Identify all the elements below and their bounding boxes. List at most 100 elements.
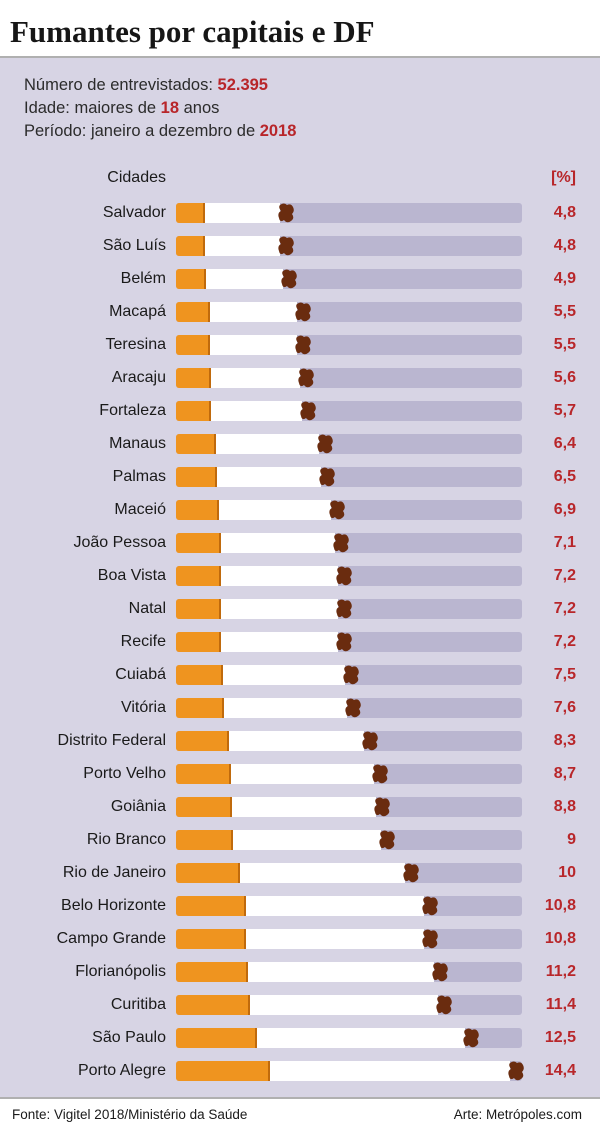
bar-cell xyxy=(176,896,522,916)
table-row: Fortaleza5,7 xyxy=(24,394,576,427)
cigarette-body xyxy=(221,599,337,619)
cigarette-body xyxy=(205,236,280,256)
cigarette-filter xyxy=(176,1061,270,1081)
cigarette-bar xyxy=(176,665,356,685)
cigarette-filter xyxy=(176,863,240,883)
cigarette-ash-icon xyxy=(510,1061,522,1081)
table-row: Manaus6,4 xyxy=(24,427,576,460)
cigarette-body xyxy=(246,896,425,916)
cigarette-bar xyxy=(176,500,342,520)
content-area: Número de entrevistados: 52.395 Idade: m… xyxy=(0,58,600,1097)
cigarette-bar xyxy=(176,995,450,1015)
cigarette-bar xyxy=(176,236,291,256)
table-row: Aracaju5,6 xyxy=(24,361,576,394)
table-row: Cuiabá7,5 xyxy=(24,658,576,691)
cigarette-filter xyxy=(176,236,205,256)
cigarette-body xyxy=(210,335,297,355)
cigarette-ash-icon xyxy=(405,863,416,883)
footer-source: Fonte: Vigitel 2018/Ministério da Saúde xyxy=(12,1107,247,1122)
cigarette-body xyxy=(232,797,376,817)
footer-art-text: Metrópoles.com xyxy=(486,1107,582,1122)
city-label: Belém xyxy=(24,270,176,288)
cigarette-ash-icon xyxy=(345,665,356,685)
value-label: 5,5 xyxy=(522,336,576,354)
meta-line-1: Número de entrevistados: 52.395 xyxy=(24,74,576,97)
cigarette-bar xyxy=(176,962,445,982)
meta-line-1-prefix: Número de entrevistados: xyxy=(24,76,218,94)
cigarette-filter xyxy=(176,368,211,388)
cigarette-body xyxy=(257,1028,465,1048)
bar-cell xyxy=(176,302,522,322)
cigarette-ash-icon xyxy=(438,995,450,1015)
cigarette-body xyxy=(246,929,425,949)
meta-line-3-prefix: Período: janeiro a dezembro de xyxy=(24,122,260,140)
cigarette-ash-icon xyxy=(338,599,349,619)
bar-cell xyxy=(176,929,522,949)
city-label: Recife xyxy=(24,633,176,651)
bar-cell xyxy=(176,599,522,619)
bar-cell xyxy=(176,434,522,454)
table-row: Belo Horizonte10,8 xyxy=(24,889,576,922)
cigarette-filter xyxy=(176,731,229,751)
cigarette-ash-icon xyxy=(381,830,392,850)
table-row: Porto Velho8,7 xyxy=(24,757,576,790)
meta-block: Número de entrevistados: 52.395 Idade: m… xyxy=(24,74,576,143)
footer-art-prefix: Arte: xyxy=(454,1107,486,1122)
table-row: Campo Grande10,8 xyxy=(24,922,576,955)
bar-cell xyxy=(176,830,522,850)
value-label: 5,7 xyxy=(522,402,576,420)
value-label: 8,3 xyxy=(522,732,576,750)
table-row: Goiânia8,8 xyxy=(24,790,576,823)
cigarette-bar xyxy=(176,302,308,322)
cigarette-body xyxy=(248,962,433,982)
table-row: João Pessoa7,1 xyxy=(24,526,576,559)
value-label: 12,5 xyxy=(522,1029,576,1047)
cigarette-ash-icon xyxy=(465,1028,477,1048)
city-label: Porto Alegre xyxy=(24,1062,176,1080)
bar-cell xyxy=(176,665,522,685)
meta-line-2: Idade: maiores de 18 anos xyxy=(24,97,576,120)
value-label: 14,4 xyxy=(522,1062,576,1080)
cigarette-body xyxy=(240,863,405,883)
cigarette-filter xyxy=(176,830,233,850)
chart-rows: Salvador4,8São Luís4,8Belém4,9Macapá5,5T… xyxy=(24,196,576,1087)
header: Fumantes por capitais e DF xyxy=(0,0,600,58)
cigarette-ash-icon xyxy=(434,962,445,982)
city-label: Goiânia xyxy=(24,798,176,816)
bar-cell xyxy=(176,632,522,652)
cigarette-body xyxy=(211,401,302,421)
cigarette-ash-icon xyxy=(374,764,385,784)
bar-cell xyxy=(176,236,522,256)
footer-source-text: Vigitel 2018/Ministério da Saúde xyxy=(54,1107,247,1122)
bar-cell xyxy=(176,401,522,421)
table-row: São Paulo12,5 xyxy=(24,1021,576,1054)
cigarette-body xyxy=(217,467,321,487)
cigarette-filter xyxy=(176,797,232,817)
cigarette-filter xyxy=(176,698,224,718)
table-row: Vitória7,6 xyxy=(24,691,576,724)
bar-cell xyxy=(176,863,522,883)
bar-cell xyxy=(176,203,522,223)
bar-cell xyxy=(176,764,522,784)
cigarette-body xyxy=(224,698,347,718)
city-label: São Luís xyxy=(24,237,176,255)
cigarette-bar xyxy=(176,203,291,223)
cigarette-filter xyxy=(176,401,211,421)
table-row: Distrito Federal8,3 xyxy=(24,724,576,757)
cigarette-bar xyxy=(176,1028,476,1048)
cigarette-ash-icon xyxy=(347,698,358,718)
city-label: Boa Vista xyxy=(24,567,176,585)
cigarette-filter xyxy=(176,203,205,223)
value-label: 9 xyxy=(522,831,576,849)
cigarette-bar xyxy=(176,335,308,355)
bar-cell xyxy=(176,269,522,289)
value-label: 5,6 xyxy=(522,369,576,387)
bar-cell xyxy=(176,500,522,520)
cigarette-filter xyxy=(176,1028,257,1048)
table-row: Rio Branco9 xyxy=(24,823,576,856)
value-label: 7,2 xyxy=(522,633,576,651)
table-row: Florianópolis11,2 xyxy=(24,955,576,988)
bar-cell xyxy=(176,731,522,751)
cigarette-filter xyxy=(176,962,248,982)
city-label: Palmas xyxy=(24,468,176,486)
